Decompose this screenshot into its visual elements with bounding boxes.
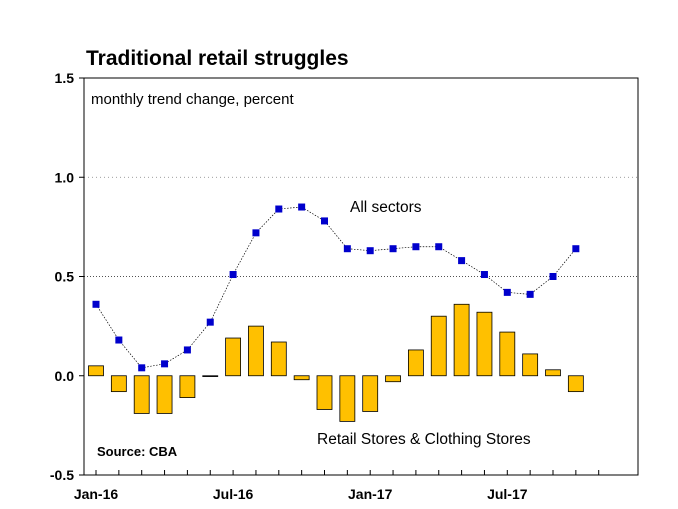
bar [385,375,401,383]
bar [179,375,196,398]
point [275,205,283,213]
x-tick-label: Jan-16 [74,486,119,502]
gridlines [84,176,638,277]
point [183,346,191,354]
series-line [95,206,577,369]
point [549,273,557,280]
bar [499,331,516,377]
bar [248,325,264,377]
point [503,288,511,296]
x-tick-label: Jul-16 [213,486,254,502]
bar [407,349,424,377]
point [435,243,443,251]
point [138,364,146,372]
bar [225,337,242,377]
point [115,336,123,344]
chart-title: Traditional retail struggles [86,47,349,70]
y-tick-label: 0.5 [55,269,75,285]
bar [545,369,561,377]
point [412,243,420,251]
point [298,203,306,211]
bar [270,341,287,377]
bar [133,375,150,414]
bar [476,311,493,377]
point [572,245,580,253]
bar [567,375,584,393]
point [206,318,214,326]
chart-subtitle: monthly trend change, percent [91,91,294,108]
point [161,360,169,368]
source-note: Source: CBA [97,444,178,459]
point [343,245,351,253]
bar [339,375,356,422]
bar [88,365,104,377]
point [92,300,100,308]
x-axis: Jan-16 Jul-16 Jan-17 Jul-17 [74,470,600,502]
point [366,247,374,255]
bar-series [88,303,584,422]
x-tick-label: Jul-17 [487,486,528,502]
bar [316,375,333,410]
point [458,257,466,265]
series-label-retail-stores: Retail Stores & Clothing Stores [317,431,531,448]
x-tick-label: Jan-17 [348,486,393,502]
bar [453,303,470,377]
bar [430,315,447,377]
bar [293,375,310,381]
y-tick-label: -0.5 [50,467,74,483]
y-tick-label: 0.0 [55,368,75,384]
point [480,271,488,279]
bar [202,375,219,377]
line-series [92,203,580,372]
point [252,229,260,237]
point [229,271,237,279]
bar [156,375,173,414]
bar [362,375,379,412]
point [389,245,397,253]
series-label-all-sectors: All sectors [350,199,422,216]
y-axis: -0.5 0.0 0.5 1.0 1.5 [50,70,84,483]
bar [522,353,539,377]
y-tick-label: 1.5 [55,70,75,86]
point [321,217,328,225]
bar [110,375,127,393]
point [526,290,534,298]
y-tick-label: 1.0 [55,169,75,185]
